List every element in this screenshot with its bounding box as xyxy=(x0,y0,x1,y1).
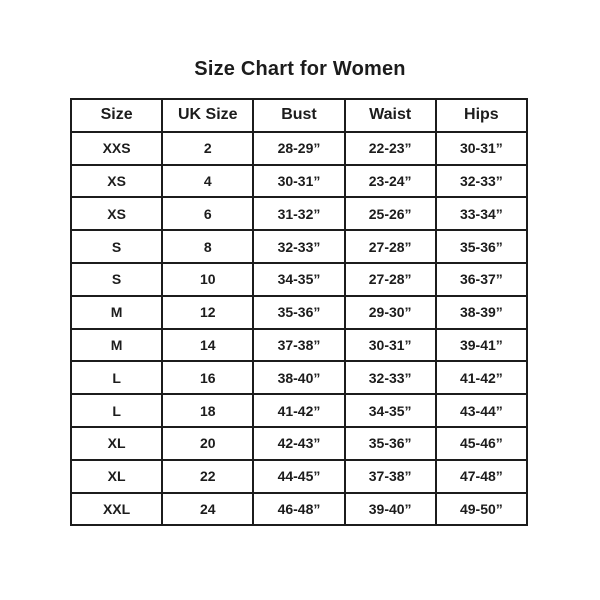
cell-waist: 32-33” xyxy=(343,360,437,396)
cell-uk-size: 20 xyxy=(161,425,255,461)
table-row: M 14 37-38” 30-31” 39-41” xyxy=(69,327,529,363)
cell-size: L xyxy=(69,360,164,396)
cell-waist: 34-35” xyxy=(343,393,437,428)
cell-bust: 41-42” xyxy=(252,393,346,428)
cell-hips: 45-46” xyxy=(434,425,529,461)
cell-waist: 23-24” xyxy=(343,163,437,199)
table-row: XS 6 31-32” 25-26” 33-34” xyxy=(69,196,529,232)
cell-size: S xyxy=(69,261,164,297)
cell-hips: 35-36” xyxy=(434,229,529,264)
cell-uk-size: 18 xyxy=(161,393,255,428)
cell-uk-size: 10 xyxy=(161,261,255,297)
cell-bust: 31-32” xyxy=(252,196,346,232)
cell-uk-size: 14 xyxy=(161,327,255,363)
cell-hips: 36-37” xyxy=(434,261,529,297)
cell-bust: 35-36” xyxy=(252,294,346,330)
cell-uk-size: 12 xyxy=(161,294,255,330)
cell-waist: 39-40” xyxy=(343,491,437,527)
table-head: Size UK Size Bust Waist Hips xyxy=(69,98,529,133)
table-body: XXS 2 28-29” 22-23” 30-31” XS 4 30-31” 23-24” 32-… xyxy=(69,130,529,527)
cell-size: M xyxy=(69,327,164,363)
header-row: Size UK Size Bust Waist Hips xyxy=(69,98,529,133)
cell-bust: 38-40” xyxy=(252,360,346,396)
column-header-bust: Bust xyxy=(252,98,346,133)
cell-bust: 30-31” xyxy=(252,163,346,199)
cell-size: XL xyxy=(69,458,164,494)
cell-uk-size: 24 xyxy=(161,491,255,527)
column-header-hips: Hips xyxy=(434,98,529,133)
cell-waist: 37-38” xyxy=(343,458,437,494)
table-row: L 16 38-40” 32-33” 41-42” xyxy=(69,360,529,396)
cell-uk-size: 4 xyxy=(161,163,255,199)
table-row: L 18 41-42” 34-35” 43-44” xyxy=(69,393,529,428)
cell-size: XS xyxy=(69,196,164,232)
cell-hips: 47-48” xyxy=(434,458,529,494)
cell-bust: 44-45” xyxy=(252,458,346,494)
table-row: S 10 34-35” 27-28” 36-37” xyxy=(69,261,529,297)
cell-waist: 35-36” xyxy=(343,425,437,461)
cell-waist: 22-23” xyxy=(343,130,437,166)
cell-waist: 30-31” xyxy=(343,327,437,363)
cell-hips: 43-44” xyxy=(434,393,529,428)
cell-waist: 29-30” xyxy=(343,294,437,330)
cell-waist: 27-28” xyxy=(343,229,437,264)
cell-uk-size: 2 xyxy=(161,130,255,166)
cell-size: L xyxy=(69,393,164,428)
cell-hips: 49-50” xyxy=(434,491,529,527)
cell-uk-size: 6 xyxy=(161,196,255,232)
table-row: XL 20 42-43” 35-36” 45-46” xyxy=(69,425,529,461)
cell-hips: 39-41” xyxy=(434,327,529,363)
cell-uk-size: 8 xyxy=(161,229,255,264)
cell-hips: 41-42” xyxy=(434,360,529,396)
cell-bust: 32-33” xyxy=(252,229,346,264)
table-row: M 12 35-36” 29-30” 38-39” xyxy=(69,294,529,330)
cell-size: XXL xyxy=(69,491,164,527)
cell-hips: 32-33” xyxy=(434,163,529,199)
column-header-size: Size xyxy=(69,98,164,133)
cell-size: XL xyxy=(69,425,164,461)
cell-size: XS xyxy=(69,163,164,199)
size-chart-table: Size UK Size Bust Waist Hips XXS 2 28-29” 2… xyxy=(69,98,529,527)
table-row: XXL 24 46-48” 39-40” 49-50” xyxy=(69,491,529,527)
cell-waist: 25-26” xyxy=(343,196,437,232)
column-header-waist: Waist xyxy=(343,98,437,133)
cell-hips: 33-34” xyxy=(434,196,529,232)
cell-size: XXS xyxy=(69,130,164,166)
table-row: S 8 32-33” 27-28” 35-36” xyxy=(69,229,529,264)
table-row: XXS 2 28-29” 22-23” 30-31” xyxy=(69,130,529,166)
cell-uk-size: 16 xyxy=(161,360,255,396)
column-header-uk-size: UK Size xyxy=(161,98,255,133)
cell-bust: 42-43” xyxy=(252,425,346,461)
cell-bust: 34-35” xyxy=(252,261,346,297)
table-row: XS 4 30-31” 23-24” 32-33” xyxy=(69,163,529,199)
table-row: XL 22 44-45” 37-38” 47-48” xyxy=(69,458,529,494)
cell-size: S xyxy=(69,229,164,264)
cell-waist: 27-28” xyxy=(343,261,437,297)
cell-bust: 28-29” xyxy=(252,130,346,166)
cell-bust: 37-38” xyxy=(252,327,346,363)
cell-uk-size: 22 xyxy=(161,458,255,494)
cell-size: M xyxy=(69,294,164,330)
cell-bust: 46-48” xyxy=(252,491,346,527)
cell-hips: 30-31” xyxy=(434,130,529,166)
page-title: Size Chart for Women xyxy=(194,58,406,80)
cell-hips: 38-39” xyxy=(434,294,529,330)
